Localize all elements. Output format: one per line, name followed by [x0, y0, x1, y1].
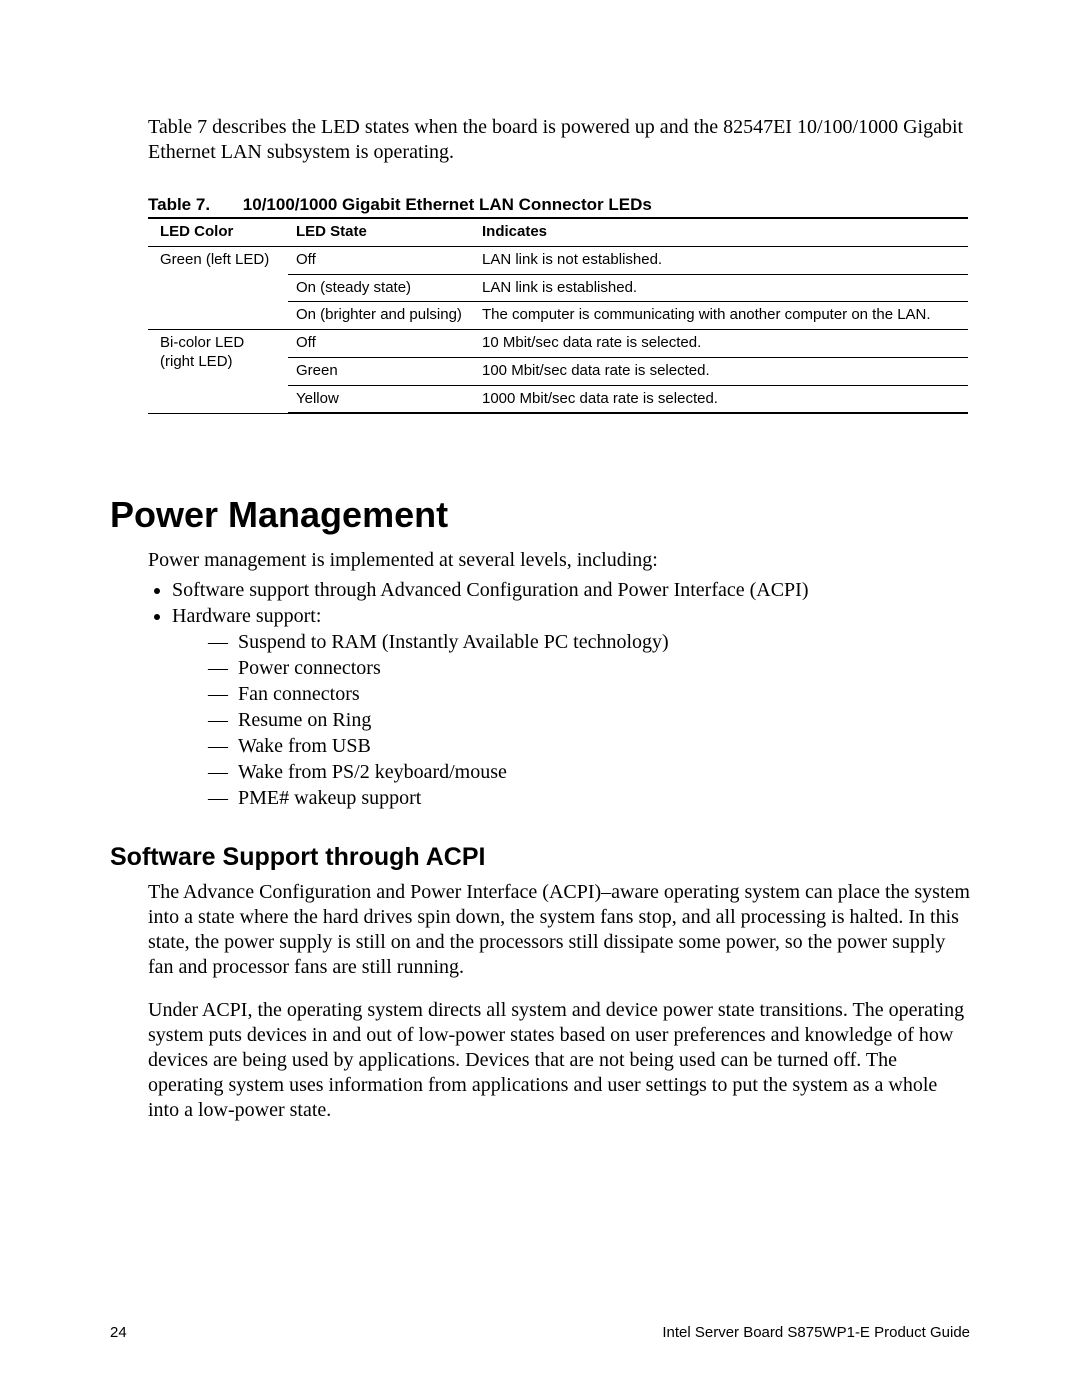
list-item: Power connectors	[208, 655, 970, 681]
list-item: Suspend to RAM (Instantly Available PC t…	[208, 629, 970, 655]
page-footer: 24 Intel Server Board S875WP1-E Product …	[110, 1324, 970, 1341]
table-cell: 100 Mbit/sec data rate is selected.	[474, 357, 968, 385]
intro-paragraph: Table 7 describes the LED states when th…	[148, 115, 970, 165]
table-cell: Green	[288, 357, 474, 385]
table-header-row: LED Color LED State Indicates	[148, 218, 968, 246]
bullet-list: Software support through Advanced Config…	[148, 577, 970, 811]
list-item: Hardware support: Suspend to RAM (Instan…	[172, 603, 970, 811]
document-page: Table 7 describes the LED states when th…	[0, 0, 1080, 1397]
page-number: 24	[110, 1324, 127, 1341]
table-cell: LAN link is established.	[474, 274, 968, 302]
list-item: Software support through Advanced Config…	[172, 577, 970, 603]
table-cell: Off	[288, 246, 474, 274]
subsection-heading: Software Support through ACPI	[110, 843, 970, 872]
dash-list: Suspend to RAM (Instantly Available PC t…	[172, 629, 970, 811]
table-cell: On (brighter and pulsing)	[288, 302, 474, 330]
table-header-cell: Indicates	[474, 218, 968, 246]
table-caption-title: 10/100/1000 Gigabit Ethernet LAN Connect…	[243, 195, 652, 214]
led-table: LED Color LED State Indicates Green (lef…	[148, 217, 968, 414]
table-cell: The computer is communicating with anoth…	[474, 302, 968, 330]
table-row: Green (left LED) Off LAN link is not est…	[148, 246, 968, 274]
list-item: Wake from USB	[208, 733, 970, 759]
table-caption: Table 7. 10/100/1000 Gigabit Ethernet LA…	[148, 195, 970, 215]
table-header-cell: LED Color	[148, 218, 288, 246]
section-lead: Power management is implemented at sever…	[148, 548, 970, 573]
body-paragraph: The Advance Configuration and Power Inte…	[148, 880, 970, 980]
table-cell: LAN link is not established.	[474, 246, 968, 274]
list-item: Fan connectors	[208, 681, 970, 707]
body-paragraph: Under ACPI, the operating system directs…	[148, 998, 970, 1123]
list-item-text: Hardware support:	[172, 605, 321, 627]
table-cell: Green (left LED)	[148, 246, 288, 329]
table-cell: On (steady state)	[288, 274, 474, 302]
table-cell: 1000 Mbit/sec data rate is selected.	[474, 385, 968, 413]
table-cell: Bi-color LED (right LED)	[148, 330, 288, 414]
list-item-text: Software support through Advanced Config…	[172, 579, 809, 601]
table-row: Bi-color LED (right LED) Off 10 Mbit/sec…	[148, 330, 968, 358]
list-item: Resume on Ring	[208, 707, 970, 733]
table-cell: Yellow	[288, 385, 474, 413]
table-caption-label: Table 7.	[148, 195, 210, 214]
doc-title: Intel Server Board S875WP1-E Product Gui…	[662, 1324, 970, 1341]
table-header-cell: LED State	[288, 218, 474, 246]
table-cell: Off	[288, 330, 474, 358]
list-item: PME# wakeup support	[208, 785, 970, 811]
section-heading: Power Management	[110, 494, 970, 536]
list-item: Wake from PS/2 keyboard/mouse	[208, 759, 970, 785]
table-cell: 10 Mbit/sec data rate is selected.	[474, 330, 968, 358]
